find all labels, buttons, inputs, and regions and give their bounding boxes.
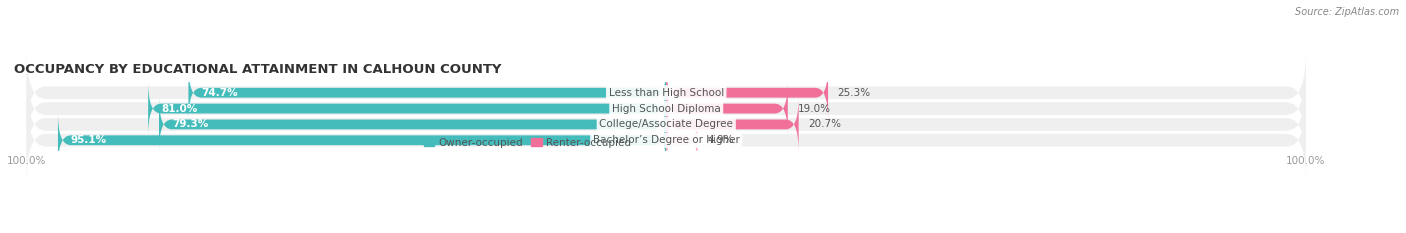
FancyBboxPatch shape [666,66,828,120]
FancyBboxPatch shape [27,51,1306,134]
Text: Bachelor’s Degree or higher: Bachelor’s Degree or higher [593,135,740,145]
FancyBboxPatch shape [27,99,1306,182]
Text: College/Associate Degree: College/Associate Degree [599,120,733,129]
FancyBboxPatch shape [27,83,1306,166]
Text: Source: ZipAtlas.com: Source: ZipAtlas.com [1295,7,1399,17]
Text: 25.3%: 25.3% [838,88,870,98]
Text: 95.1%: 95.1% [70,135,107,145]
Text: 20.7%: 20.7% [808,120,841,129]
Text: 19.0%: 19.0% [797,104,831,113]
Text: 4.9%: 4.9% [707,135,734,145]
FancyBboxPatch shape [666,113,697,167]
FancyBboxPatch shape [159,98,666,151]
Text: OCCUPANCY BY EDUCATIONAL ATTAINMENT IN CALHOUN COUNTY: OCCUPANCY BY EDUCATIONAL ATTAINMENT IN C… [14,63,502,76]
FancyBboxPatch shape [58,113,666,167]
Text: 74.7%: 74.7% [201,88,238,98]
Text: 79.3%: 79.3% [172,120,208,129]
FancyBboxPatch shape [666,82,787,135]
FancyBboxPatch shape [666,98,799,151]
FancyBboxPatch shape [148,82,666,135]
FancyBboxPatch shape [188,66,666,120]
FancyBboxPatch shape [27,67,1306,150]
Text: Less than High School: Less than High School [609,88,724,98]
Legend: Owner-occupied, Renter-occupied: Owner-occupied, Renter-occupied [419,134,636,152]
Text: 81.0%: 81.0% [160,104,197,113]
Text: High School Diploma: High School Diploma [612,104,721,113]
